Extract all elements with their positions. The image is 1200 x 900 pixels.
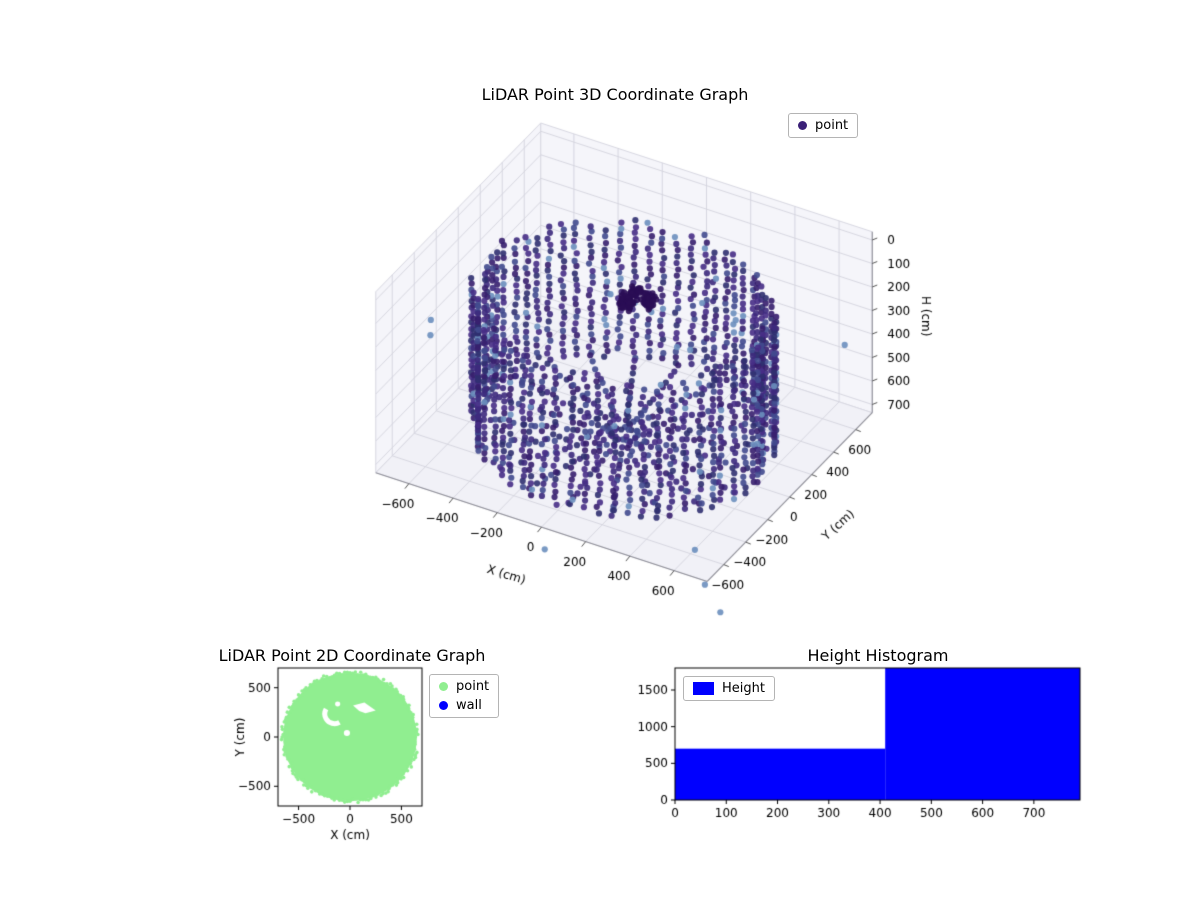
- legend-label-wall-2d: wall: [456, 698, 482, 713]
- legend-label-point-3d: point: [815, 118, 849, 133]
- plot2d-legend: point wall: [429, 674, 500, 718]
- hist-legend: Height: [683, 676, 775, 701]
- point-marker-icon: [439, 682, 448, 691]
- legend-label-point-2d: point: [456, 679, 490, 694]
- point-marker-icon: [798, 121, 807, 130]
- legend-label-height: Height: [722, 681, 765, 696]
- hist-title: Height Histogram: [807, 646, 949, 665]
- plot2d-title: LiDAR Point 2D Coordinate Graph: [218, 646, 486, 665]
- legend-item-height: Height: [693, 681, 765, 696]
- legend-item-wall-2d: wall: [439, 698, 489, 713]
- legend-item-point-2d: point: [439, 679, 489, 694]
- height-patch-icon: [693, 682, 714, 695]
- legend-item-point-3d: point: [798, 118, 848, 133]
- plot3d-legend: point: [788, 113, 859, 138]
- plot3d-title: LiDAR Point 3D Coordinate Graph: [481, 85, 749, 104]
- wall-marker-icon: [439, 701, 448, 710]
